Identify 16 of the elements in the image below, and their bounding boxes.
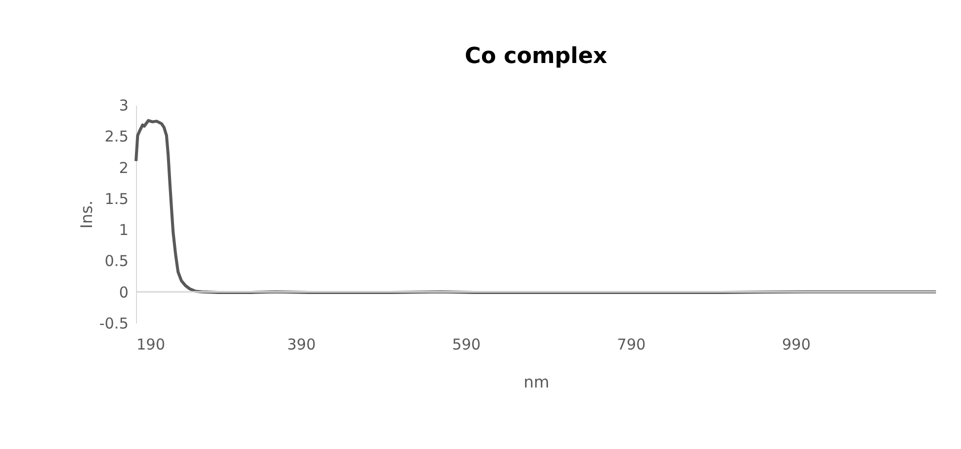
y-tick-label: 1.5 xyxy=(104,190,128,208)
x-tick-label: 190 xyxy=(136,336,166,354)
x-tick-label: 990 xyxy=(782,336,811,354)
y-tick-label: 0.5 xyxy=(104,252,128,270)
x-axis-title: nm xyxy=(524,372,550,392)
y-tick-label: 1 xyxy=(118,221,128,240)
x-tick-label: 590 xyxy=(452,336,481,354)
x-tick-label: 390 xyxy=(287,336,316,354)
y-axis-title: Ins. xyxy=(77,200,96,229)
y-tick-label: 2.5 xyxy=(104,128,128,146)
y-tick-label: 3 xyxy=(118,96,128,114)
y-tick-label: 0 xyxy=(118,283,128,302)
x-tick-label: 790 xyxy=(617,336,646,354)
y-tick-label: 2 xyxy=(118,158,128,177)
y-tick-label: -0.5 xyxy=(99,314,128,332)
chart-title: Co complex xyxy=(464,44,608,69)
